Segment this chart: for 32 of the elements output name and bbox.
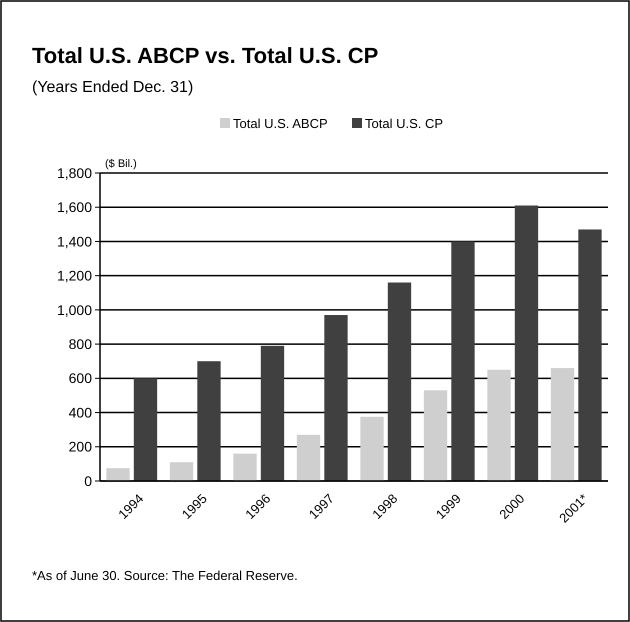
y-tick-label: 1,000 [56, 302, 92, 318]
chart-title: Total U.S. ABCP vs. Total U.S. CP [32, 43, 378, 68]
chart-subtitle: (Years Ended Dec. 31) [32, 79, 194, 96]
bar [197, 361, 221, 481]
bar [578, 229, 602, 481]
y-tick-label: 600 [68, 370, 92, 386]
y-tick-label: 400 [68, 404, 92, 420]
bar [360, 416, 384, 481]
bar [106, 468, 130, 481]
bar [170, 462, 194, 481]
y-tick-label: 800 [68, 336, 92, 352]
y-axis-title: ($ Bil.) [105, 158, 137, 170]
bar [388, 282, 412, 481]
y-tick-label: 1,600 [56, 199, 92, 216]
bar [424, 390, 448, 481]
bar [296, 434, 320, 481]
legend-label: Total U.S. CP [365, 116, 444, 131]
text: *As of June 30. Source: The Federal Reserve. [32, 568, 298, 583]
legend-label: Total U.S. ABCP [233, 116, 328, 131]
bar [233, 454, 257, 481]
y-tick-label: 200 [68, 438, 92, 455]
bar [324, 315, 348, 481]
y-tick-label: 1,400 [56, 233, 92, 250]
bar [260, 346, 284, 481]
bar [134, 378, 158, 481]
bar [514, 206, 538, 481]
bar [451, 241, 475, 481]
y-tick-label: 1,200 [56, 268, 92, 284]
bar [550, 368, 574, 481]
y-tick-label: 0 [84, 472, 92, 489]
bar [487, 370, 511, 481]
y-tick-label: 1,800 [56, 164, 92, 181]
